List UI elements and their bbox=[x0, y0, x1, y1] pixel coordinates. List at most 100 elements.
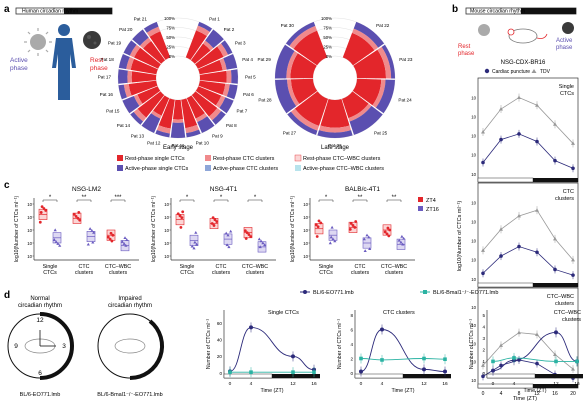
data-point bbox=[329, 235, 333, 239]
series-line bbox=[482, 246, 574, 276]
radial-bar bbox=[208, 108, 222, 121]
legend-zt16: ZT16 bbox=[426, 207, 439, 213]
data-point bbox=[571, 367, 575, 371]
radial-bar bbox=[287, 111, 318, 135]
category-label: CTC bbox=[355, 264, 366, 270]
radial-bar bbox=[195, 46, 224, 69]
sig-bracket bbox=[76, 199, 92, 202]
legend-item: Active-phase single CTCs bbox=[125, 166, 189, 172]
grid-ring bbox=[155, 55, 201, 101]
radial-bar bbox=[377, 46, 392, 79]
data-point bbox=[74, 214, 78, 218]
radial-bar bbox=[170, 122, 186, 138]
sig-label: * bbox=[49, 195, 52, 201]
radial-bar bbox=[226, 70, 232, 84]
data-point bbox=[359, 369, 363, 374]
xtick-label: 16 bbox=[442, 381, 448, 387]
data-point bbox=[571, 141, 575, 145]
data-point bbox=[517, 244, 521, 249]
radial-bar bbox=[137, 91, 165, 118]
radial-bar bbox=[143, 21, 159, 33]
day-strip bbox=[486, 373, 536, 379]
ytick-label: 10 bbox=[471, 153, 476, 158]
data-point bbox=[535, 250, 539, 255]
data-point bbox=[109, 231, 113, 235]
pct-tick-label: 0% bbox=[169, 54, 175, 59]
radial-bar bbox=[199, 70, 227, 83]
data-point bbox=[108, 237, 112, 241]
panel-b-letter: b bbox=[452, 4, 458, 15]
ytick-label: 10 bbox=[471, 239, 476, 244]
pct-tick-label: 100% bbox=[164, 16, 175, 21]
patient-label: Pat 24 bbox=[398, 98, 412, 103]
radial-bar bbox=[217, 43, 229, 57]
sig-label: *** bbox=[114, 195, 122, 201]
sig-label: * bbox=[254, 195, 257, 201]
ytick-label: 10 bbox=[471, 219, 476, 224]
radial-bar bbox=[191, 91, 218, 117]
radial-bar bbox=[195, 86, 222, 106]
data-point bbox=[422, 356, 426, 361]
category-label: clusters bbox=[351, 270, 370, 276]
late-stage-label: Late stage bbox=[321, 145, 350, 151]
data-point bbox=[195, 242, 199, 246]
legend-marker bbox=[423, 290, 427, 294]
data-point bbox=[90, 229, 94, 232]
radial-bar bbox=[342, 32, 375, 66]
category-label: Single bbox=[319, 264, 334, 270]
legend-item: Active-phase CTC–WBC clusters bbox=[303, 166, 384, 172]
data-point bbox=[571, 166, 575, 171]
data-point bbox=[481, 129, 485, 134]
plot-frame bbox=[477, 182, 579, 288]
ytick-label: 8 bbox=[350, 313, 353, 318]
category-label: CTC–WBC bbox=[242, 264, 268, 270]
ytick-label: 10 bbox=[27, 228, 32, 233]
subplot-title: clusters bbox=[555, 301, 574, 307]
ytick-label: 10 bbox=[471, 378, 476, 383]
data-point bbox=[351, 224, 355, 227]
data-point bbox=[211, 216, 215, 220]
legend-swatch-zt4 bbox=[418, 197, 423, 202]
patient-label: Pat 27 bbox=[283, 131, 297, 136]
data-point bbox=[245, 231, 249, 235]
night-strip bbox=[403, 374, 451, 378]
data-point bbox=[244, 237, 248, 240]
radial-bar bbox=[118, 69, 128, 84]
data-point bbox=[443, 369, 447, 374]
data-point bbox=[380, 358, 384, 362]
pct-tick-label: 75% bbox=[166, 26, 175, 31]
mouse-rest-phase-2: phase bbox=[458, 51, 475, 57]
data-point bbox=[348, 227, 352, 231]
data-point bbox=[315, 235, 319, 238]
radial-bar bbox=[186, 95, 205, 119]
night-strip bbox=[533, 283, 578, 287]
radial-bar bbox=[294, 91, 329, 126]
subplot-title: CTC clusters bbox=[383, 310, 415, 316]
radial-bar bbox=[122, 95, 140, 114]
xtick-label: 12 bbox=[421, 381, 427, 387]
data-point bbox=[571, 257, 575, 262]
data-point bbox=[535, 139, 539, 144]
ytick-label: 10 bbox=[471, 323, 476, 328]
ytick-label: 10 bbox=[303, 228, 308, 233]
radial-bar bbox=[158, 98, 175, 129]
radial-bar bbox=[143, 40, 166, 64]
data-point bbox=[125, 238, 129, 241]
ytick-label: 40 bbox=[217, 338, 223, 343]
data-point bbox=[58, 244, 62, 247]
legend-c: ZT4 ZT16 bbox=[418, 197, 439, 213]
mouse-icon bbox=[114, 338, 146, 354]
ytick-label: 10 bbox=[471, 277, 476, 282]
data-point bbox=[91, 240, 95, 244]
panel-b-ylabel: log10(Number of CTCs ml⁻¹) bbox=[457, 201, 463, 272]
data-point bbox=[517, 213, 521, 218]
radial-bar bbox=[172, 119, 184, 123]
radial-bar bbox=[219, 58, 227, 71]
ytick-label: 10 bbox=[303, 202, 308, 207]
radial-bar bbox=[131, 71, 157, 83]
sig-bracket bbox=[318, 199, 334, 202]
subplot-title: Single bbox=[559, 84, 574, 90]
xtick-label: 20 bbox=[570, 391, 576, 397]
category-label: clusters bbox=[212, 270, 231, 276]
data-point bbox=[258, 245, 262, 249]
